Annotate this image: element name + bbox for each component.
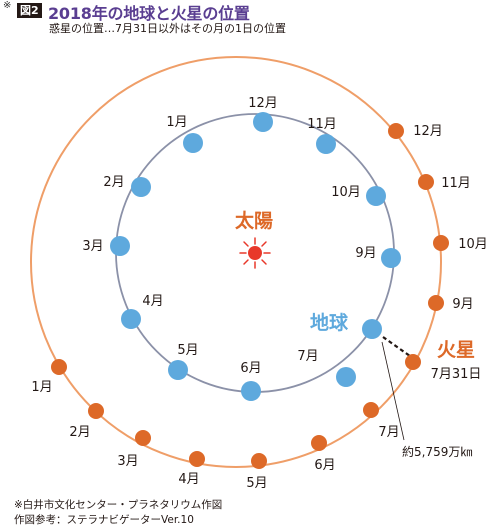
- svg-text:4月: 4月: [178, 472, 199, 487]
- svg-text:12月: 12月: [248, 96, 278, 111]
- earth-pos-4: 4月: [121, 294, 164, 329]
- mars-pos-6: 6月: [311, 435, 336, 473]
- svg-text:5月: 5月: [177, 343, 198, 358]
- svg-text:6月: 6月: [240, 361, 261, 376]
- sun-icon: [239, 237, 271, 269]
- mars-pos-5: 5月: [246, 453, 268, 491]
- mars-pos-jul31: 火星 7月31日: [405, 339, 481, 382]
- svg-text:7月: 7月: [297, 349, 318, 364]
- distance-label: 約5,759万㎞: [402, 444, 472, 459]
- mars-pos-1: 1月: [31, 359, 67, 395]
- svg-text:5月: 5月: [246, 476, 267, 491]
- svg-text:1月: 1月: [166, 115, 187, 130]
- svg-text:9月: 9月: [355, 246, 376, 261]
- footer-credit-line: ※白井市文化センター・プラネタリウム作図: [14, 499, 223, 511]
- svg-text:12月: 12月: [413, 124, 443, 139]
- sun-label: 太陽: [235, 209, 273, 232]
- mars-positions: 12月 11月 10月 9月 火星 7月31日 7月 6月 5月: [31, 123, 488, 491]
- svg-text:3月: 3月: [117, 454, 138, 469]
- svg-text:2月: 2月: [103, 175, 124, 190]
- svg-text:9月: 9月: [452, 297, 473, 312]
- earth-pos-5: 5月: [168, 343, 199, 380]
- mars-pos-2: 2月: [69, 403, 104, 440]
- distance-leader-line: [381, 341, 405, 441]
- earth-pos-6: 6月: [240, 361, 262, 401]
- mars-pos-10: 10月: [433, 235, 488, 252]
- earth-pos-11: 11月: [307, 117, 337, 154]
- svg-text:7月: 7月: [378, 425, 399, 440]
- earth-pos-12: 12月: [248, 96, 278, 132]
- mars-date-label: 7月31日: [431, 367, 482, 382]
- earth-pos-9: 9月: [355, 246, 401, 268]
- earth-pos-jul31: 地球: [310, 311, 382, 339]
- note-mark: ※: [3, 0, 12, 11]
- earth-label: 地球: [310, 311, 349, 334]
- earth-pos-2: 2月: [103, 175, 151, 197]
- footer-credits: ※白井市文化センター・プラネタリウム作図 作図参考：ステラナビゲーターVer.1…: [14, 498, 222, 528]
- mars-pos-4: 4月: [178, 451, 205, 487]
- mars-pos-11: 11月: [418, 174, 471, 191]
- figure-title: 2018年の地球と火星の位置: [48, 4, 250, 23]
- earth-pos-1: 1月: [166, 115, 203, 153]
- svg-text:11月: 11月: [441, 176, 471, 191]
- earth-pos-3: 3月: [82, 236, 130, 256]
- mars-label: 火星: [437, 339, 475, 361]
- svg-text:11月: 11月: [307, 117, 337, 132]
- svg-text:10月: 10月: [331, 185, 361, 200]
- mars-pos-7: 7月: [363, 402, 400, 440]
- mars-orbit: [30, 56, 442, 468]
- figure-subtitle: 惑星の位置…7月31日以外はその月の1日の位置: [49, 22, 286, 35]
- earth-pos-7: 7月: [297, 349, 356, 387]
- mars-pos-12: 12月: [388, 123, 443, 139]
- svg-text:10月: 10月: [458, 237, 488, 252]
- figure-header: ※ 図2 2018年の地球と火星の位置 惑星の位置…7月31日以外はその月の1日…: [0, 0, 500, 40]
- figure-badge: 図2: [17, 3, 42, 18]
- svg-text:4月: 4月: [142, 294, 163, 309]
- earth-pos-10: 10月: [331, 185, 386, 206]
- svg-text:2月: 2月: [69, 425, 90, 440]
- svg-text:1月: 1月: [31, 380, 52, 395]
- footer-reference-line: 作図参考：ステラナビゲーターVer.10: [14, 514, 194, 526]
- earth-positions: 12月 11月 10月 9月 7月 6月 5月 4月: [82, 96, 401, 401]
- svg-text:6月: 6月: [314, 458, 335, 473]
- mars-pos-3: 3月: [117, 430, 151, 469]
- svg-text:3月: 3月: [82, 239, 103, 254]
- mars-pos-9: 9月: [428, 295, 474, 312]
